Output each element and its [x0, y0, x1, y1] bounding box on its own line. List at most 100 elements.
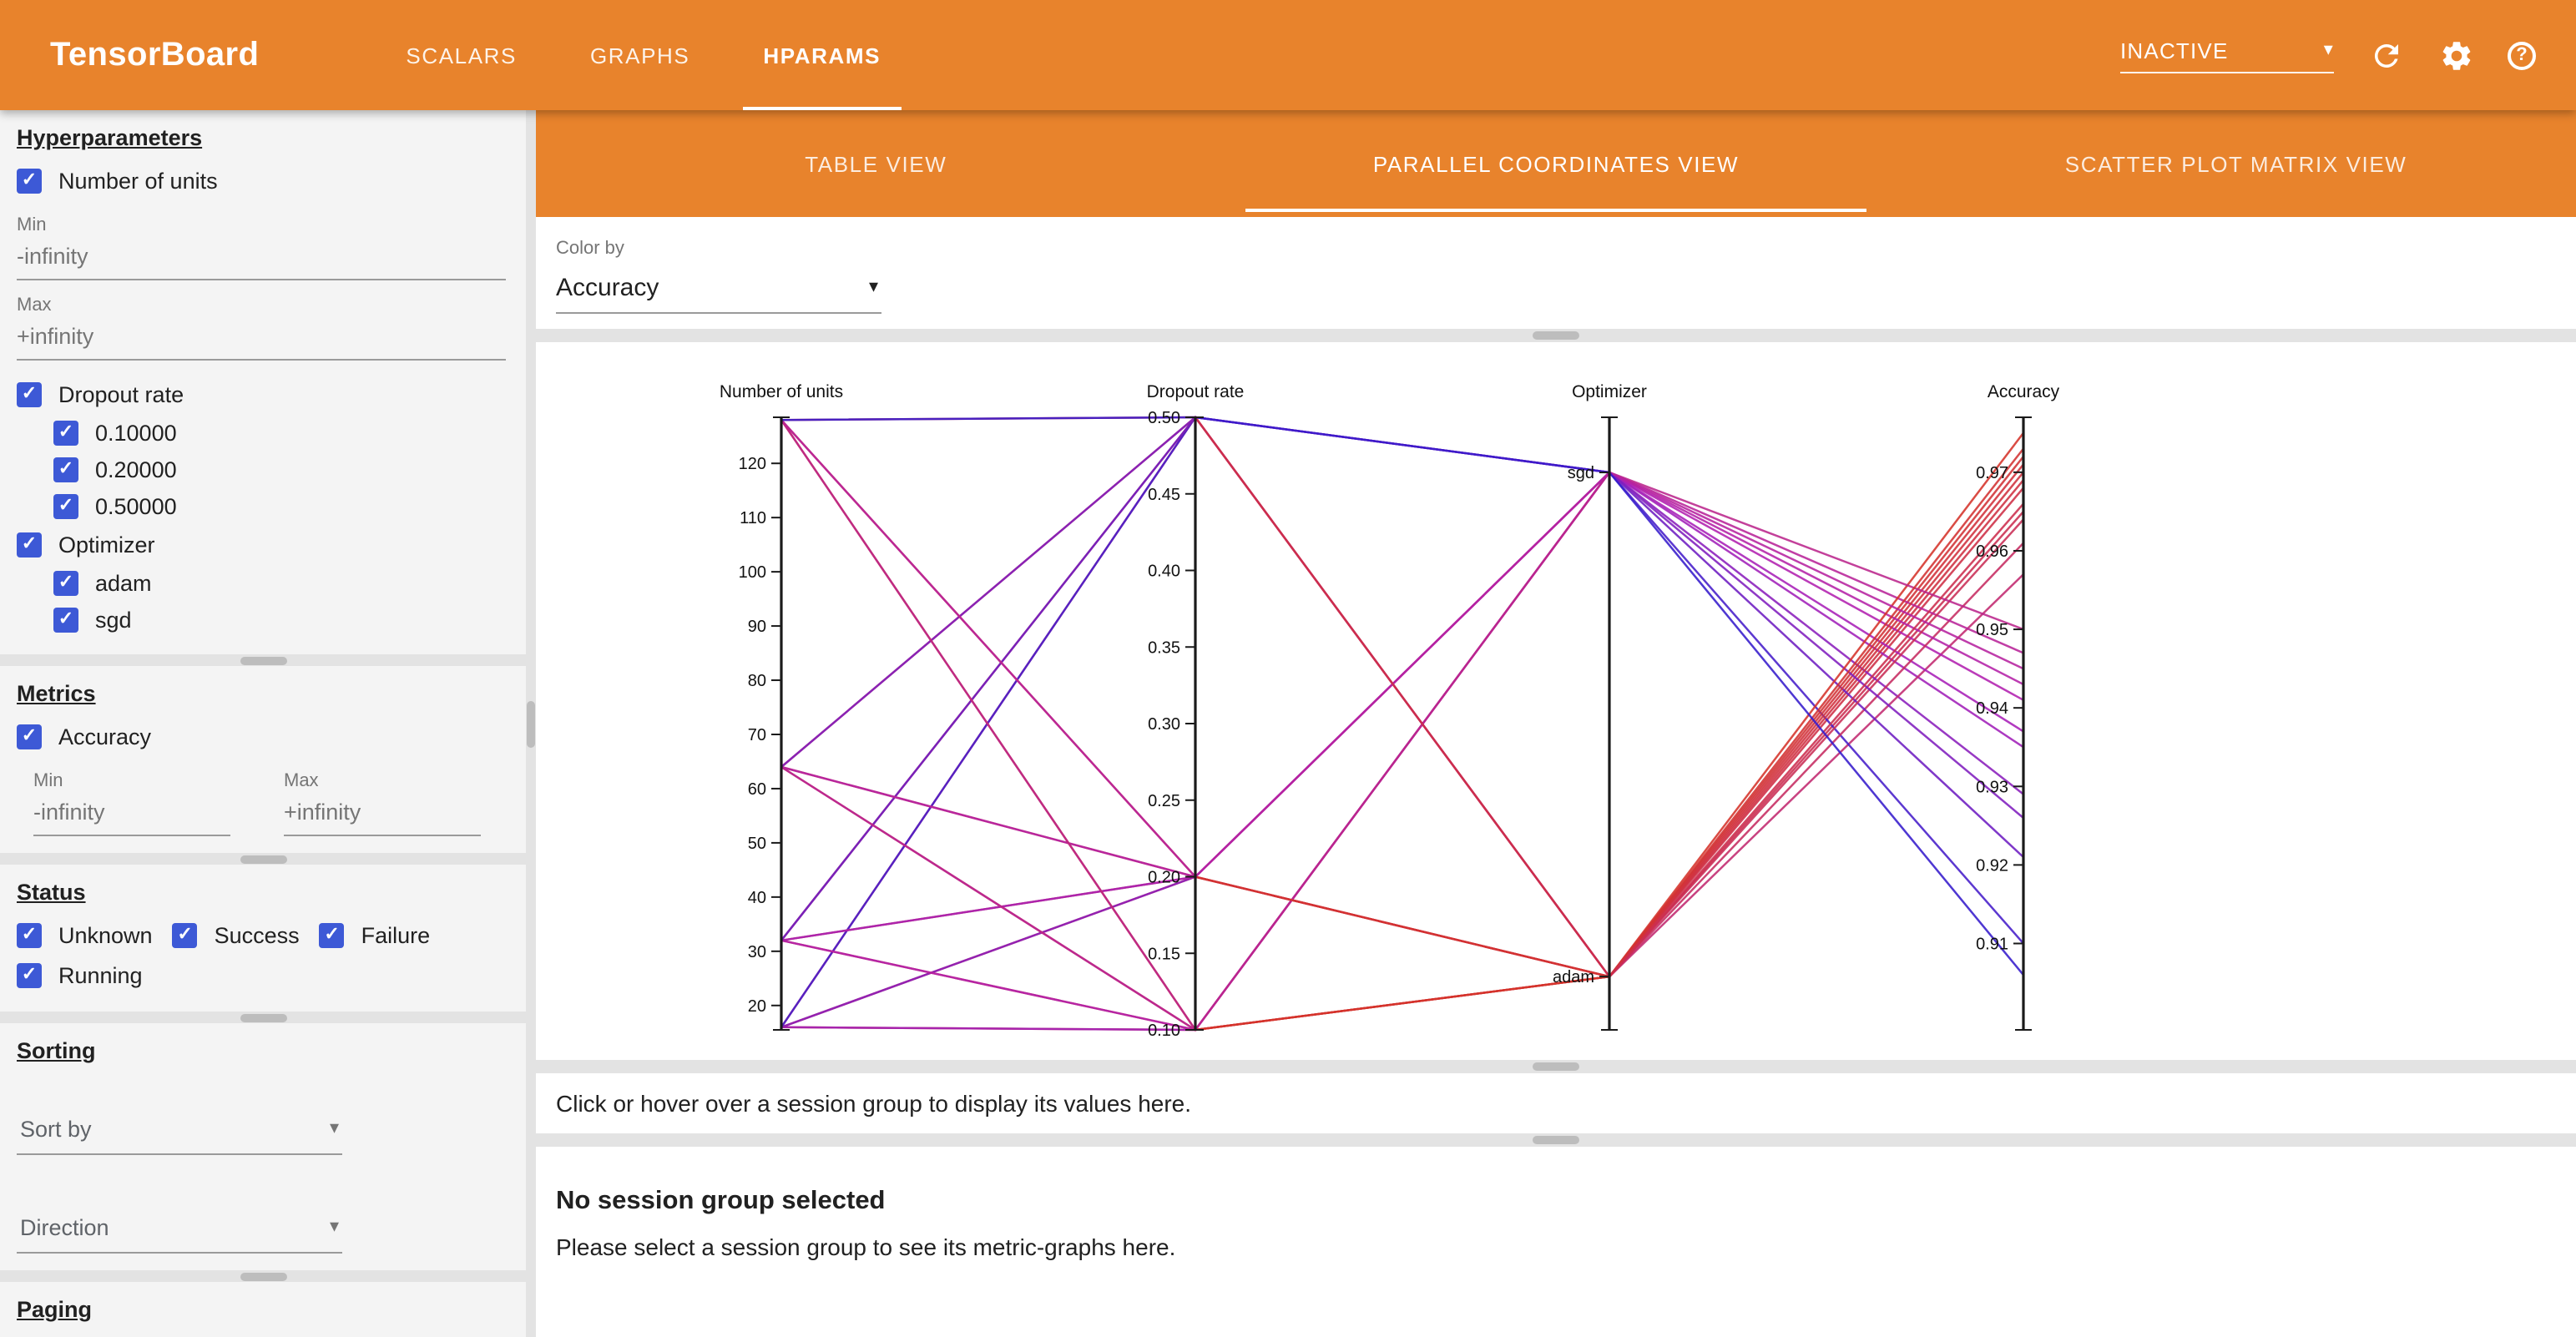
axis-tick-label: 0.50	[1148, 409, 1180, 427]
checkbox-label: Accuracy	[58, 724, 152, 749]
min-label: Min	[33, 771, 63, 791]
view-tabs: TABLE VIEW PARALLEL COORDINATES VIEW SCA…	[536, 110, 2576, 217]
sort-by-value: Sort by	[20, 1117, 92, 1142]
min-label: Min	[17, 215, 47, 235]
checkbox-checked-icon[interactable]: ✓	[17, 381, 42, 406]
axis-tick-label: 0.94	[1976, 699, 2008, 718]
session-line[interactable]	[780, 416, 2024, 819]
pane-resize-splitter[interactable]	[536, 329, 2576, 342]
hparam-number-of-units-checkbox[interactable]: ✓ Number of units	[17, 160, 506, 200]
section-resize-splitter[interactable]	[0, 654, 526, 666]
checkbox-checked-icon[interactable]: ✓	[319, 922, 345, 947]
axis-tick-label: 50	[748, 835, 766, 853]
checkbox-checked-icon[interactable]: ✓	[17, 962, 42, 987]
status-running-checkbox[interactable]: ✓ Running	[17, 955, 143, 995]
tab-parallel-coordinates-view[interactable]: PARALLEL COORDINATES VIEW	[1216, 110, 1897, 217]
session-line[interactable]	[780, 416, 2024, 979]
checkbox-checked-icon[interactable]: ✓	[17, 532, 42, 557]
max-input[interactable]: +infinity	[17, 315, 506, 361]
resize-handle[interactable]	[240, 656, 286, 664]
dropout-option-checkbox[interactable]: ✓ 0.10000	[53, 414, 506, 451]
checkbox-checked-icon[interactable]: ✓	[53, 493, 78, 518]
session-line[interactable]	[780, 416, 2024, 976]
checkbox-checked-icon[interactable]: ✓	[53, 457, 78, 482]
optimizer-option-checkbox[interactable]: ✓ adam	[53, 564, 506, 601]
min-input[interactable]: -infinity	[17, 235, 506, 280]
direction-dropdown[interactable]: Direction ▾	[17, 1205, 342, 1254]
checkbox-checked-icon[interactable]: ✓	[17, 724, 42, 749]
color-by-dropdown[interactable]: Accuracy ▾	[556, 264, 881, 314]
session-line[interactable]	[780, 419, 2024, 879]
axis-tick-label: 0.45	[1148, 486, 1180, 504]
hparam-dropout-rate-checkbox[interactable]: ✓ Dropout rate	[17, 374, 506, 414]
axis-dropout: Dropout rate 0.10 0.15 0.20 0.25 0.30 0.35 0.40…	[1147, 382, 1245, 1040]
sidebar-section-status: Status ✓ Unknown ✓ Success ✓ Failure	[0, 865, 526, 1012]
axis-tick-label: 40	[748, 889, 766, 907]
checkbox-label: Number of units	[58, 168, 218, 193]
resize-handle[interactable]	[240, 855, 286, 863]
max-input[interactable]: +infinity	[284, 791, 481, 836]
section-resize-splitter[interactable]	[0, 853, 526, 865]
status-success-checkbox[interactable]: ✓ Success	[172, 915, 300, 955]
resize-handle[interactable]	[527, 700, 535, 747]
session-line[interactable]	[780, 487, 2024, 1032]
checkbox-checked-icon[interactable]: ✓	[172, 922, 198, 947]
checkbox-checked-icon[interactable]: ✓	[17, 922, 42, 947]
axis-tick-label: 0.15	[1148, 945, 1180, 963]
chevron-down-icon: ▾	[329, 1217, 339, 1237]
checkbox-label: 0.20000	[95, 457, 177, 482]
session-line[interactable]	[780, 456, 2024, 1032]
metrics-heading: Metrics	[17, 681, 96, 706]
refresh-icon[interactable]	[2367, 37, 2404, 73]
session-group-detail-card: No session group selected Please select …	[536, 1147, 2576, 1337]
metric-accuracy-checkbox[interactable]: ✓ Accuracy	[17, 716, 506, 756]
max-label: Max	[284, 771, 319, 791]
tab-table-view[interactable]: TABLE VIEW	[805, 151, 947, 176]
status-unknown-checkbox[interactable]: ✓ Unknown	[17, 915, 153, 955]
axis-tick-label: adam	[1553, 968, 1594, 986]
session-line[interactable]	[780, 479, 2024, 978]
pane-resize-splitter[interactable]	[536, 1133, 2576, 1147]
resize-handle[interactable]	[240, 1272, 286, 1280]
session-line[interactable]	[780, 419, 2024, 1032]
tab-hparams[interactable]: HPARAMS	[726, 0, 917, 110]
pane-resize-splitter[interactable]	[536, 1060, 2576, 1073]
axis-tick-label: 80	[748, 672, 766, 690]
min-input[interactable]: -infinity	[33, 791, 230, 836]
max-label: Max	[17, 295, 52, 315]
hparam-optimizer-checkbox[interactable]: ✓ Optimizer	[17, 524, 506, 564]
checkbox-checked-icon[interactable]: ✓	[53, 607, 78, 632]
sidebar-main-splitter[interactable]	[526, 110, 536, 1337]
resize-handle[interactable]	[1533, 331, 1579, 340]
checkbox-label: Success	[214, 922, 300, 947]
dropout-option-checkbox[interactable]: ✓ 0.50000	[53, 487, 506, 524]
axis-tick-label: 0.35	[1148, 638, 1180, 657]
optimizer-option-checkbox[interactable]: ✓ sgd	[53, 601, 506, 638]
tab-scatter-plot-matrix-view[interactable]: SCATTER PLOT MATRIX VIEW	[2064, 151, 2407, 176]
axis-tick-label: 0.30	[1148, 715, 1180, 734]
help-icon[interactable]: ?	[2508, 41, 2536, 69]
status-failure-checkbox[interactable]: ✓ Failure	[319, 915, 431, 955]
resize-handle[interactable]	[1533, 1062, 1579, 1071]
axis-tick-label: 70	[748, 726, 766, 744]
checkbox-checked-icon[interactable]: ✓	[53, 570, 78, 595]
tab-graphs[interactable]: GRAPHS	[589, 43, 690, 68]
sort-by-dropdown[interactable]: Sort by ▾	[17, 1107, 342, 1155]
tab-scalars[interactable]: SCALARS	[406, 43, 517, 68]
resize-handle[interactable]	[1533, 1136, 1579, 1144]
chevron-down-icon: ▾	[2323, 39, 2334, 59]
section-resize-splitter[interactable]	[0, 1012, 526, 1023]
checkbox-checked-icon[interactable]: ✓	[53, 420, 78, 445]
axis-tick-label: 0.92	[1976, 856, 2008, 875]
settings-gear-icon[interactable]	[2437, 37, 2474, 73]
run-status-dropdown[interactable]: INACTIVE ▾	[2120, 38, 2334, 73]
dropout-option-checkbox[interactable]: ✓ 0.20000	[53, 451, 506, 487]
resize-handle[interactable]	[240, 1013, 286, 1022]
parallel-coordinates-chart: Number of units 20 30 40 50 60 70 80 90 100 110 120…	[536, 342, 2576, 1060]
sorting-heading: Sorting	[17, 1038, 96, 1063]
checkbox-checked-icon[interactable]: ✓	[17, 168, 42, 193]
checkbox-label: Failure	[361, 922, 431, 947]
section-resize-splitter[interactable]	[0, 1270, 526, 1282]
chevron-down-icon: ▾	[329, 1118, 339, 1138]
